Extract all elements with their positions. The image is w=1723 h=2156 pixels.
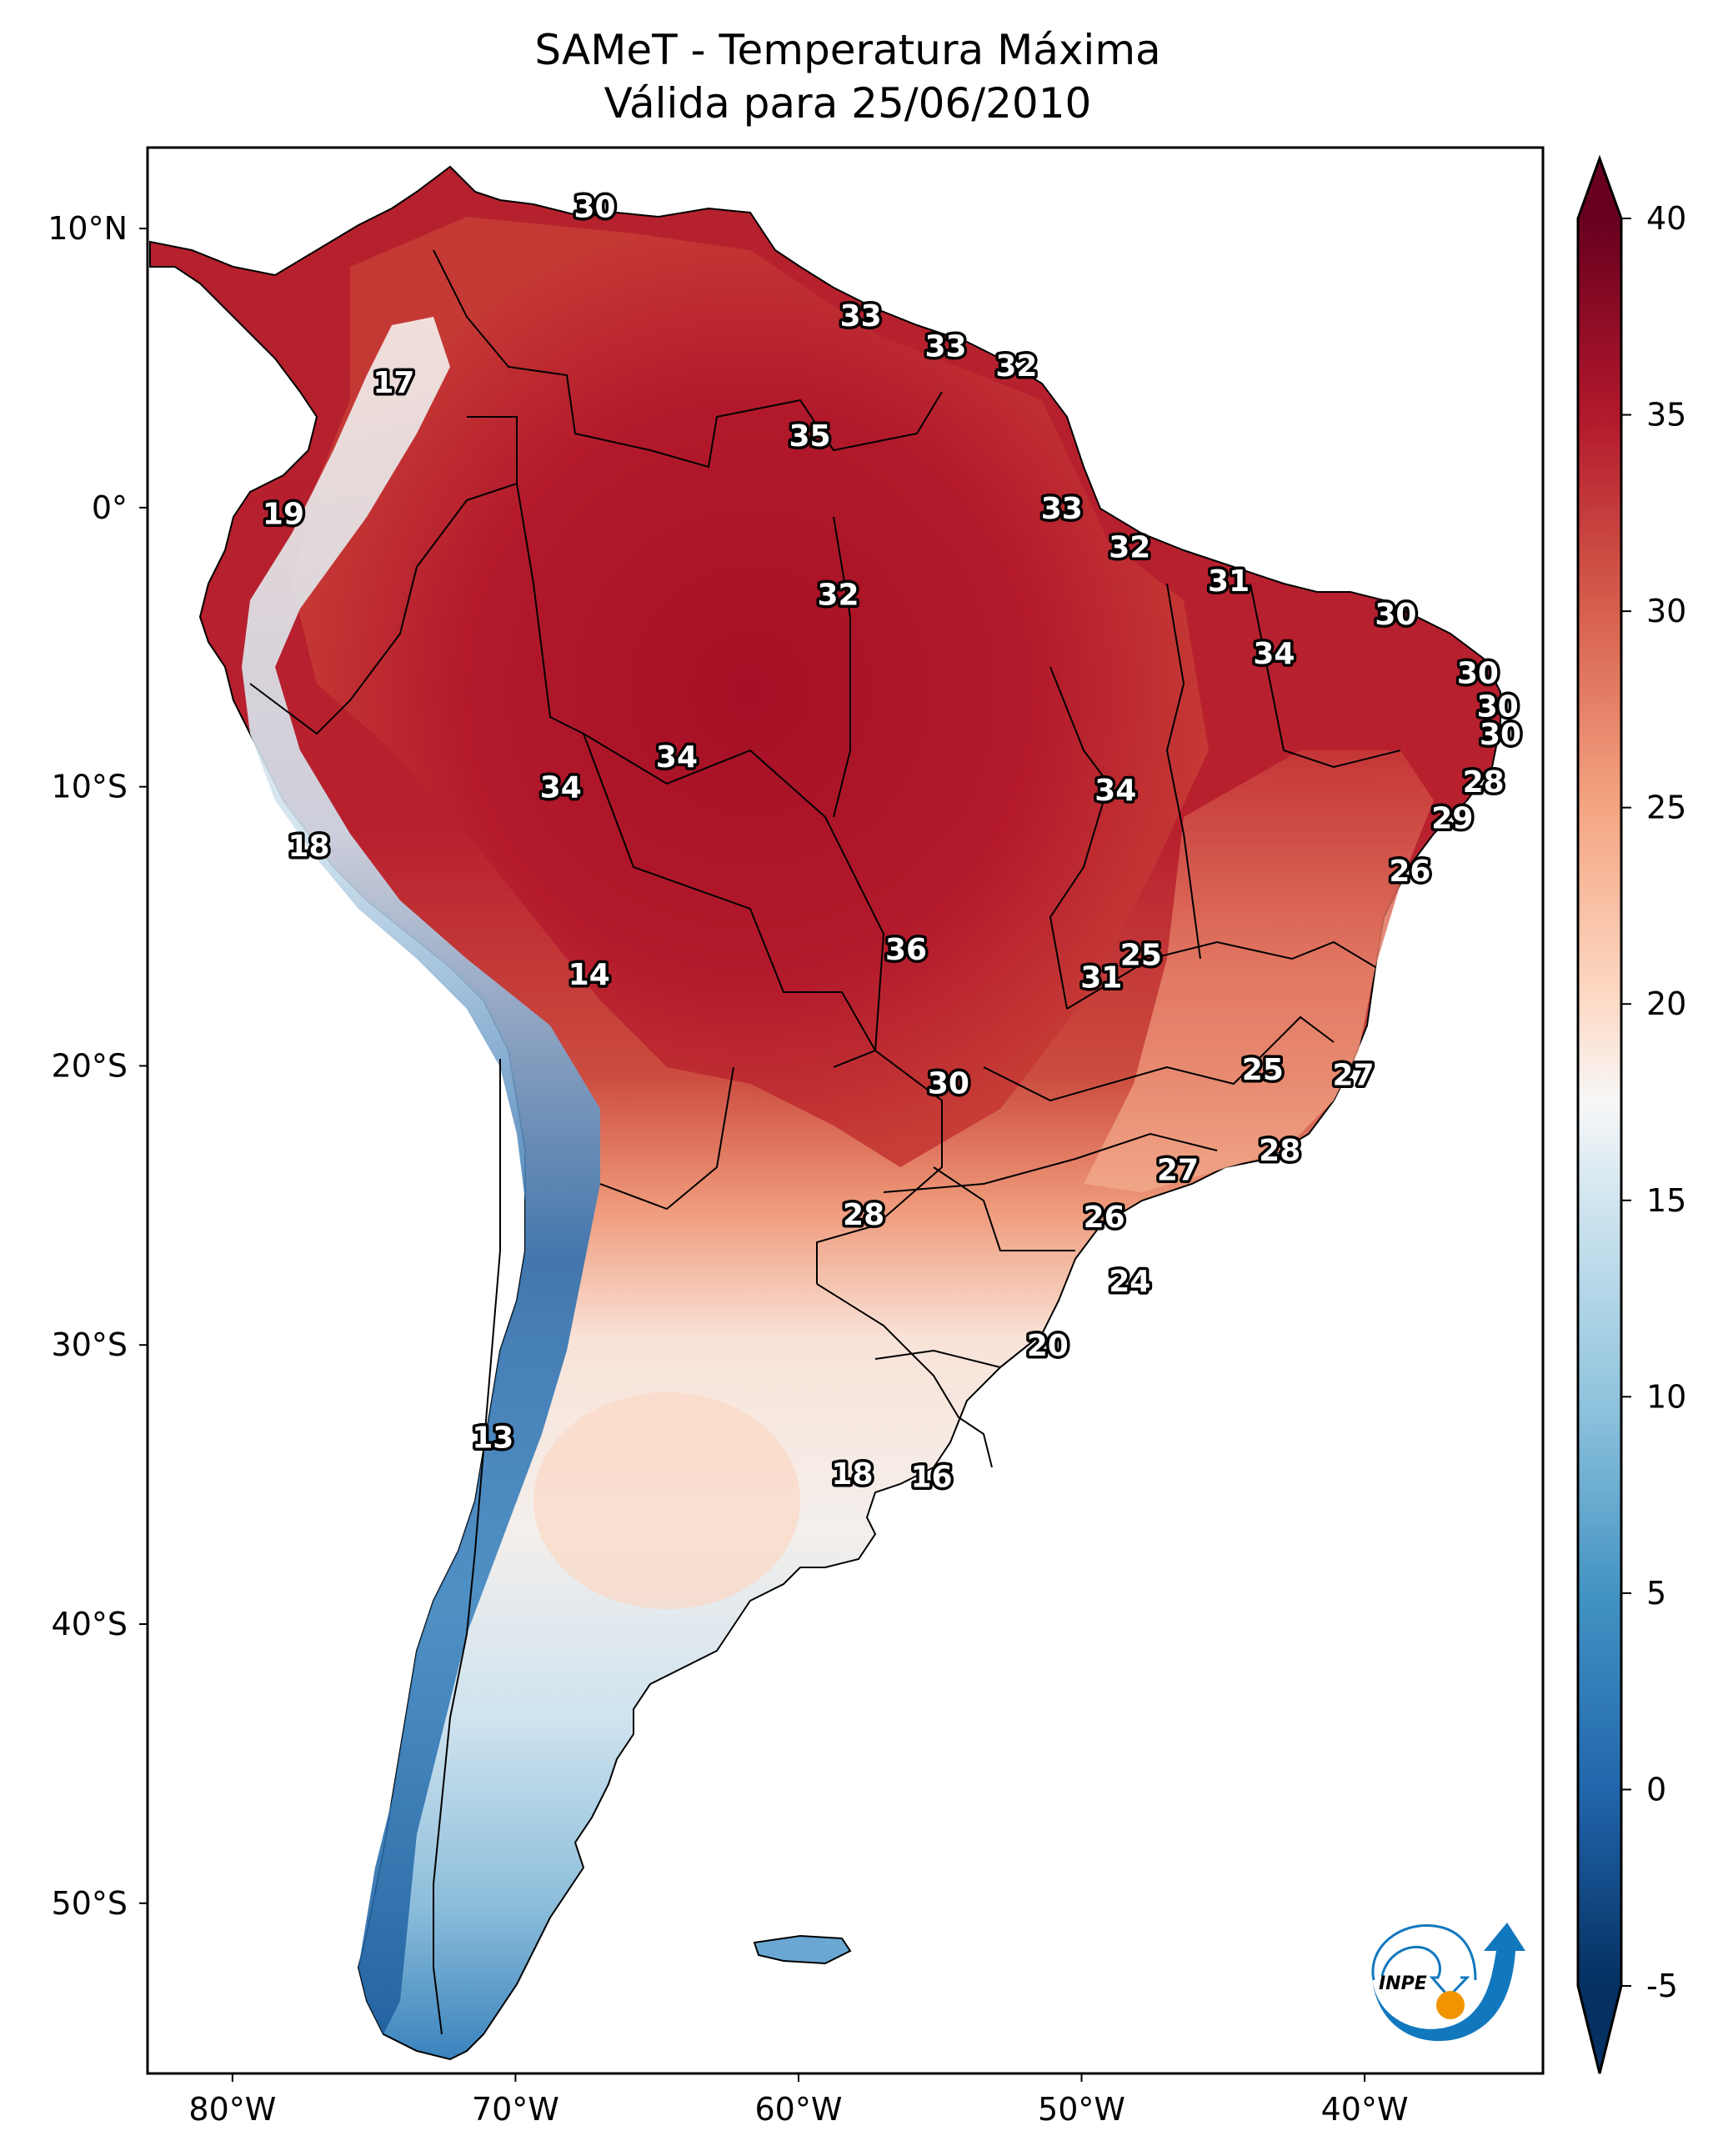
temperature-label: 18 bbox=[831, 1457, 873, 1492]
andes-cold-band bbox=[242, 317, 600, 2034]
temperature-label: 18 bbox=[288, 830, 329, 864]
temperature-label: 31 bbox=[1208, 564, 1250, 599]
y-tick-label: 10°S bbox=[52, 769, 128, 805]
x-tick-label: 40°W bbox=[1321, 2091, 1409, 2128]
x-tick-label: 60°W bbox=[755, 2091, 843, 2128]
temperature-label: 32 bbox=[1109, 531, 1150, 565]
colorbar-tick-label: 35 bbox=[1646, 397, 1686, 434]
temperature-label: 14 bbox=[568, 958, 610, 992]
temperature-label: 16 bbox=[911, 1461, 953, 1495]
temperature-label: 30 bbox=[1375, 598, 1416, 632]
temperature-label: 20 bbox=[1027, 1329, 1069, 1363]
temperature-label: 29 bbox=[1431, 801, 1473, 835]
temperature-label: 35 bbox=[789, 419, 831, 454]
logo-text: INPE bbox=[1379, 1973, 1427, 1994]
colorbar-tick-label: 40 bbox=[1646, 200, 1686, 237]
temperature-label: 33 bbox=[1041, 492, 1083, 526]
x-tick-label: 70°W bbox=[472, 2091, 559, 2128]
hot-core-region bbox=[292, 217, 1209, 1167]
temperature-label: 24 bbox=[1109, 1265, 1150, 1299]
y-tick-label: 20°S bbox=[52, 1047, 128, 1084]
colorbar-tick-label: 0 bbox=[1646, 1771, 1666, 1808]
temperature-label: 25 bbox=[1242, 1053, 1284, 1087]
temperature-label: 13 bbox=[472, 1421, 513, 1456]
colorbar-tick-label: 10 bbox=[1646, 1378, 1686, 1415]
logo-arrow-icon bbox=[1380, 1945, 1470, 1999]
x-tick-label: 50°W bbox=[1038, 2091, 1125, 2128]
temperature-label: 28 bbox=[1463, 765, 1505, 800]
y-tick-label: 30°S bbox=[52, 1326, 128, 1363]
temperature-label: 34 bbox=[1253, 637, 1295, 671]
country-borders bbox=[249, 249, 1401, 2035]
inpe-logo: INPE bbox=[1371, 1923, 1525, 2042]
y-axis-ticks: 10°N 0° 10°S 20°S 30°S 40°S 50°S bbox=[48, 210, 148, 1922]
map-title: SAMeT - Temperatura Máxima Válida para 2… bbox=[0, 23, 1695, 130]
temperature-label: 28 bbox=[1259, 1134, 1300, 1168]
title-line-1: SAMeT - Temperatura Máxima bbox=[534, 26, 1161, 74]
colorbar-tick-label: 30 bbox=[1646, 593, 1686, 629]
colorbar-tick-label: 20 bbox=[1646, 985, 1686, 1022]
temperature-label: 34 bbox=[540, 771, 582, 805]
temperature-label: 26 bbox=[1084, 1201, 1125, 1235]
y-tick-label: 50°S bbox=[52, 1885, 128, 1922]
temperature-label: 27 bbox=[1332, 1058, 1374, 1092]
y-tick-label: 40°S bbox=[52, 1606, 128, 1642]
temperature-label: 26 bbox=[1389, 855, 1430, 889]
temperature-label: 33 bbox=[840, 299, 882, 333]
temperature-label: 32 bbox=[817, 579, 859, 613]
x-tick-label: 80°W bbox=[188, 2091, 276, 2128]
map-layer bbox=[149, 165, 1501, 2061]
logo-swoosh-icon bbox=[1372, 1923, 1525, 2042]
colorbar-tick-label: 25 bbox=[1646, 790, 1686, 826]
temperature-label: 31 bbox=[1080, 960, 1122, 995]
warm-patch-argentina bbox=[533, 1392, 800, 1609]
temperature-label: 28 bbox=[843, 1198, 884, 1232]
title-line-2: Válida para 25/06/2010 bbox=[604, 79, 1092, 128]
falkland-islands bbox=[753, 1934, 852, 1965]
temperature-label: 17 bbox=[373, 366, 414, 400]
temperature-label: 36 bbox=[885, 933, 927, 967]
temperature-label: 27 bbox=[1157, 1153, 1199, 1187]
colorbar-tick-label: -5 bbox=[1646, 1968, 1678, 2004]
temperature-label: 30 bbox=[1480, 718, 1521, 752]
temperature-label: 34 bbox=[1094, 774, 1136, 808]
x-axis-ticks: 80°W 70°W 60°W 50°W 40°W bbox=[188, 2073, 1409, 2128]
colorbar-tick-label: 5 bbox=[1646, 1575, 1666, 1612]
logo-sun-icon bbox=[1436, 1991, 1465, 2019]
temperature-label: 30 bbox=[928, 1067, 969, 1101]
y-tick-label: 0° bbox=[92, 489, 128, 526]
temperature-label: 19 bbox=[263, 498, 304, 532]
temperature-label: 34 bbox=[656, 740, 698, 775]
colorbar-tick-label: 15 bbox=[1646, 1182, 1686, 1219]
logo-orbit-icon bbox=[1371, 1923, 1477, 1981]
temperature-label: 25 bbox=[1120, 939, 1162, 973]
temperature-label: 30 bbox=[1477, 690, 1519, 725]
colorbar-ticks: 40 35 30 25 20 15 10 5 0 -5 bbox=[1621, 200, 1686, 2004]
temperature-label: 30 bbox=[573, 190, 615, 224]
y-tick-label: 10°N bbox=[48, 210, 128, 247]
colorbar: 40 35 30 25 20 15 10 5 0 -5 bbox=[1576, 154, 1686, 2074]
northeast-region bbox=[1084, 750, 1434, 1192]
temperature-label: 32 bbox=[995, 349, 1037, 384]
map-frame bbox=[146, 146, 1545, 2075]
temperature-label: 30 bbox=[1457, 656, 1499, 690]
temperature-label: 33 bbox=[924, 330, 966, 364]
colorbar-bar bbox=[1576, 154, 1623, 2074]
